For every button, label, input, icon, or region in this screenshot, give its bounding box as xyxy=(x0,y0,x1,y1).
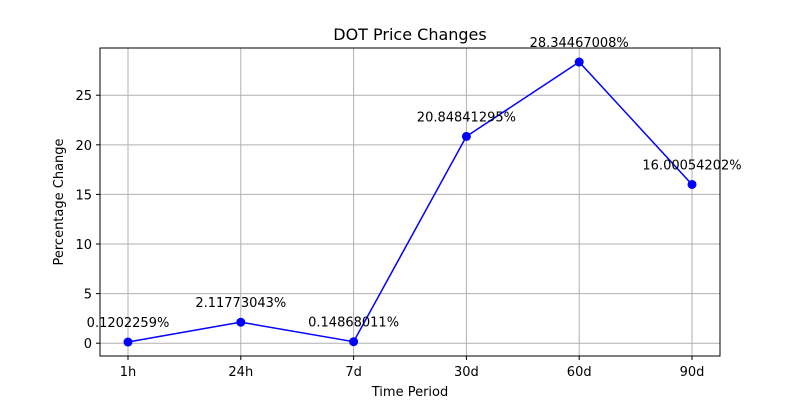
y-axis-label: Percentage Change xyxy=(52,138,67,265)
plot-frame xyxy=(99,47,721,357)
data-point xyxy=(574,57,584,67)
data-series xyxy=(123,57,697,347)
x-tick-label: 1h xyxy=(120,365,137,380)
y-tick-label: 25 xyxy=(75,89,92,104)
data-labels: 0.1202259% 2.11773043% 0.14868011% 20.84841… xyxy=(87,36,742,331)
y-tick-label: 20 xyxy=(75,139,92,154)
x-tick-label: 7d xyxy=(345,365,362,380)
chart-title: DOT Price Changes xyxy=(333,25,486,44)
data-point xyxy=(349,337,359,347)
series-line xyxy=(127,61,693,343)
data-point xyxy=(236,317,246,327)
data-label: 20.84841295% xyxy=(417,110,516,125)
x-tick-label: 30d xyxy=(454,365,479,380)
x-tick-label: 60d xyxy=(567,365,592,380)
data-point xyxy=(687,179,697,189)
grid-lines xyxy=(100,48,720,356)
data-label: 28.34467008% xyxy=(530,36,629,51)
y-tick-label: 10 xyxy=(75,238,92,253)
y-tick-label: 15 xyxy=(75,188,92,203)
data-point xyxy=(461,131,471,141)
axes: 1h 24h 7d 30d 60d 90d 0 5 10 15 20 25 xyxy=(75,89,704,380)
data-label: 16.00054202% xyxy=(642,158,741,173)
x-tick-label: 90d xyxy=(680,365,705,380)
x-axis-label: Time Period xyxy=(371,385,448,400)
data-point xyxy=(123,337,133,347)
y-tick-label: 0 xyxy=(84,337,92,352)
x-tick-label: 24h xyxy=(228,365,253,380)
data-label: 0.1202259% xyxy=(87,316,170,331)
y-tick-label: 5 xyxy=(84,288,92,303)
data-label: 0.14868011% xyxy=(308,316,399,331)
data-label: 2.11773043% xyxy=(195,296,286,311)
